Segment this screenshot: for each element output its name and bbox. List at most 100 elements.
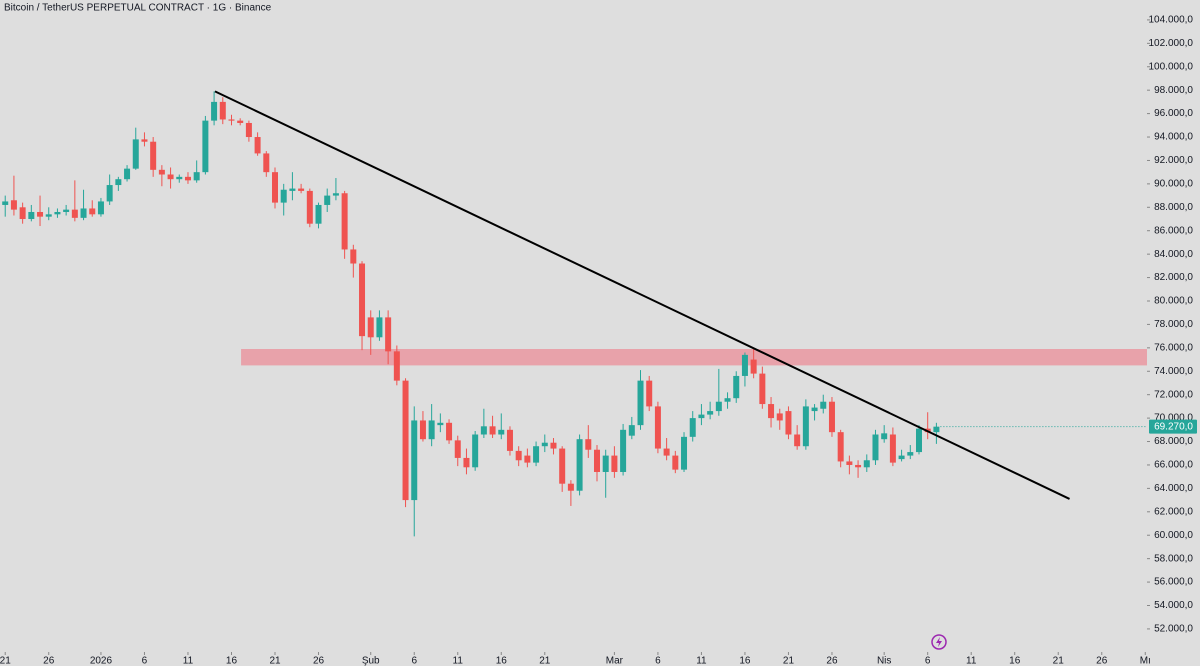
candle-body [646, 380, 653, 407]
x-tick-label: 16 [1009, 656, 1021, 666]
event-circle [931, 634, 947, 650]
y-tick-label: 86.000,0 [1154, 225, 1193, 236]
x-tick-label: 21 [0, 656, 11, 666]
y-tick-label: 66.000,0 [1154, 460, 1193, 471]
candle-body [376, 317, 383, 338]
candle-body [80, 208, 87, 218]
candle-body [881, 433, 888, 440]
candle-body [828, 401, 835, 433]
candle-body [124, 168, 131, 180]
candle-body [280, 189, 287, 203]
candle-body [237, 120, 244, 123]
x-tick-label: 26 [826, 656, 838, 666]
x-tick-label: Nis [877, 656, 891, 666]
candle-body [585, 439, 592, 450]
trendline [214, 90, 1070, 500]
candle-body [54, 211, 61, 215]
candle-body [315, 204, 322, 224]
candle-body [115, 179, 122, 186]
candle-body [602, 455, 609, 472]
event-icon[interactable] [931, 634, 947, 650]
candle-body [759, 373, 766, 405]
y-tick-label: 96.000,0 [1154, 108, 1193, 119]
candle-body [820, 401, 827, 409]
candle-body [45, 214, 52, 217]
candle-body [37, 211, 44, 217]
candle-body [272, 172, 279, 203]
candle-body [28, 211, 35, 220]
candle-body [898, 455, 905, 460]
candle-body [141, 139, 148, 142]
candle-body [567, 483, 574, 491]
candle-body [289, 188, 296, 191]
x-tick-label: 11 [453, 656, 464, 666]
candle-body [698, 414, 705, 419]
candle-body [768, 404, 775, 419]
candle-body [359, 263, 366, 337]
candle-body [811, 407, 818, 412]
candle-body [306, 190, 313, 224]
candle-body [715, 401, 722, 412]
candle-body [10, 200, 17, 210]
candle-body [855, 464, 862, 468]
y-tick-label: 92.000,0 [1154, 155, 1193, 166]
candle-body [776, 413, 783, 421]
candle-body [202, 120, 209, 173]
candle-body [576, 439, 583, 491]
candle-body [637, 380, 644, 426]
x-tick-label: 6 [925, 656, 931, 666]
candle-body [837, 432, 844, 462]
y-tick-label: 104.000,0 [1149, 15, 1194, 26]
x-tick-label: 16 [226, 656, 238, 666]
candle-body [541, 442, 548, 447]
candle-body [463, 457, 470, 468]
candle-body [193, 172, 200, 181]
last-price-label: 69.270,0 [1154, 421, 1193, 432]
candle-body [158, 169, 165, 175]
candle-body [480, 426, 487, 435]
x-tick-label: 26 [43, 656, 55, 666]
candle-body [176, 176, 183, 180]
y-tick-label: 68.000,0 [1154, 436, 1193, 447]
candle-body [254, 137, 261, 154]
candle-body [872, 434, 879, 461]
candle-body [802, 406, 809, 447]
candle-body [411, 420, 418, 501]
candle-body [498, 429, 505, 435]
candle-body [446, 422, 453, 441]
x-tick-label: 6 [655, 656, 661, 666]
candle-body [559, 448, 566, 484]
candle-body [132, 139, 139, 169]
candle-body [750, 359, 757, 374]
candle-body [628, 425, 635, 436]
chart-title: Bitcoin / TetherUS PERPETUAL CONTRACT · … [4, 3, 272, 14]
y-tick-label: 60.000,0 [1154, 530, 1193, 541]
candle-body [611, 455, 618, 472]
event-bolt [936, 637, 942, 647]
x-tick-label: Şub [362, 656, 380, 666]
x-tick-label: 26 [313, 656, 325, 666]
candle-body [350, 249, 357, 264]
candle-body [385, 317, 392, 352]
last-price-box [1149, 419, 1197, 434]
candle-body [863, 460, 870, 468]
x-tick-label: 11 [696, 656, 707, 666]
x-tick-label: 21 [1053, 656, 1065, 666]
candle-body [184, 176, 191, 181]
x-tick-label: 11 [966, 656, 977, 666]
candle-body [741, 354, 748, 376]
y-tick-label: 90.000,0 [1154, 179, 1193, 190]
candle-body [2, 201, 9, 205]
candle-body [19, 207, 26, 220]
candle-body [472, 434, 479, 468]
candle-body [428, 420, 435, 440]
y-tick-label: 54.000,0 [1154, 600, 1193, 611]
candle-body [733, 375, 740, 399]
y-tick-label: 94.000,0 [1154, 132, 1193, 143]
candle-body [167, 174, 174, 180]
candle-body [506, 429, 513, 451]
candle-body [106, 185, 113, 202]
